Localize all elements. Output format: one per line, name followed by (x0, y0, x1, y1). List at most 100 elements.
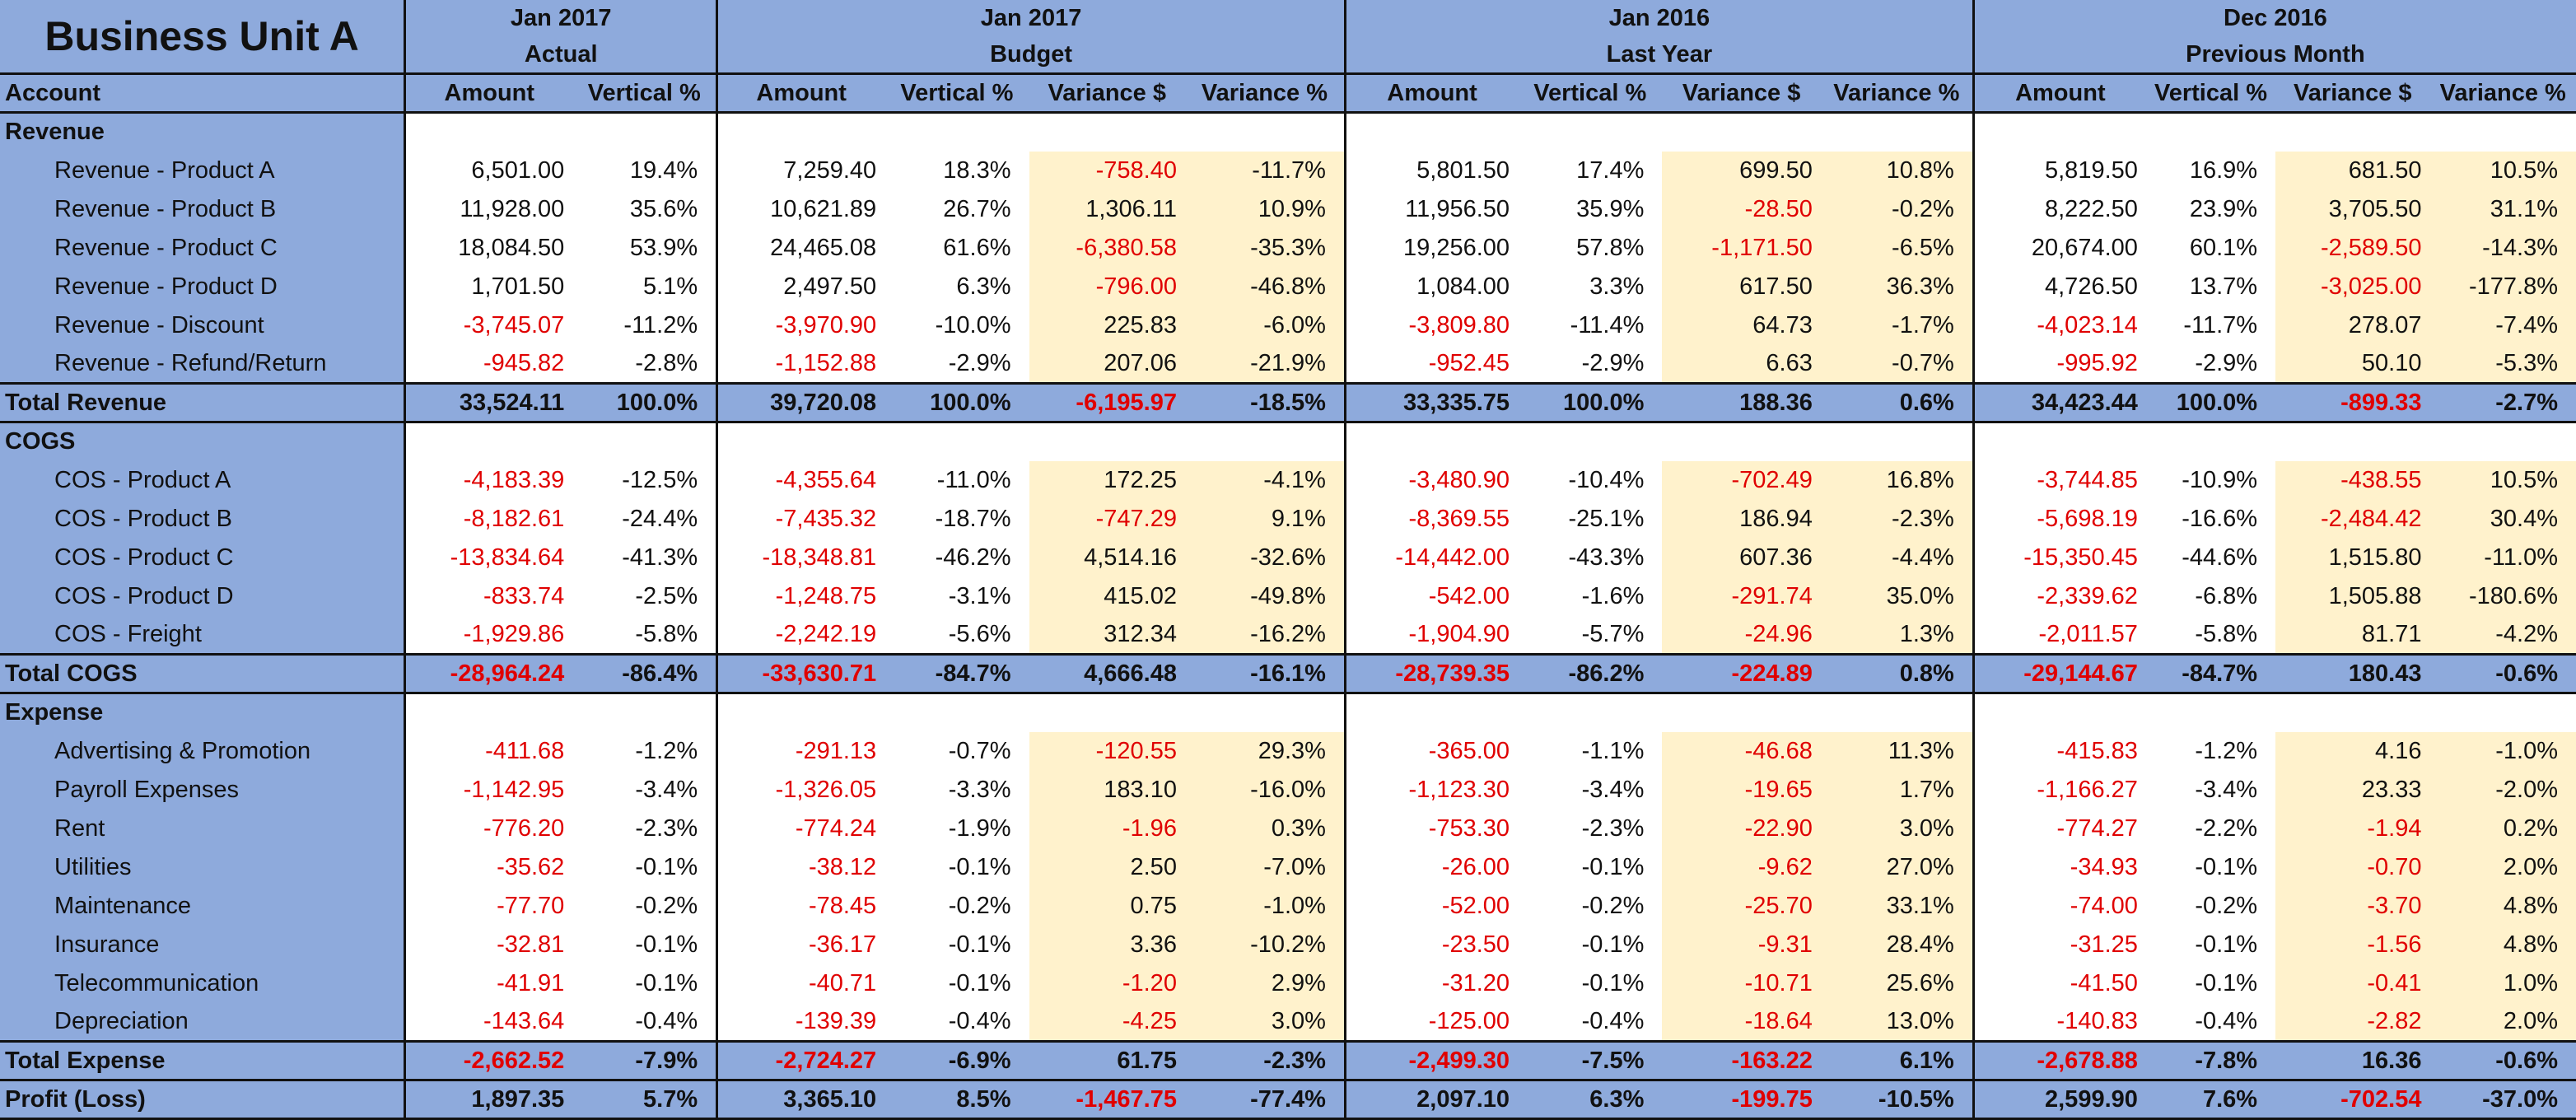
value-cell: -28.50 (1662, 190, 1820, 229)
value-cell: -1.20 (1029, 964, 1185, 1003)
value-cell: 8.5% (884, 1080, 1029, 1119)
account-label: Payroll Expenses (0, 771, 405, 810)
empty-cell (2146, 113, 2275, 152)
value-cell: -15,350.45 (1973, 539, 2146, 577)
value-cell: 100.0% (572, 384, 716, 422)
value-cell: 81.71 (2275, 616, 2429, 655)
account-label: Revenue - Discount (0, 306, 405, 345)
account-label: COS - Product D (0, 577, 405, 616)
value-cell: -758.40 (1029, 152, 1185, 190)
value-cell: 1,897.35 (405, 1080, 573, 1119)
value-cell: 6.3% (1518, 1080, 1662, 1119)
value-cell: 2,497.50 (717, 268, 885, 306)
value-cell: -46.8% (1185, 268, 1346, 306)
value-cell: -24.96 (1662, 616, 1820, 655)
value-cell: 100.0% (2146, 384, 2275, 422)
value-cell: -1,467.75 (1029, 1080, 1185, 1119)
value-cell: 36.3% (1821, 268, 1973, 306)
account-label: Revenue - Product A (0, 152, 405, 190)
empty-cell (1185, 113, 1346, 152)
value-cell: 4,726.50 (1973, 268, 2146, 306)
value-cell: -10.9% (2146, 461, 2275, 500)
empty-cell (1518, 693, 1662, 732)
table-row: Telecommunication-41.91-0.1%-40.71-0.1%-… (0, 964, 2576, 1003)
value-cell: -747.29 (1029, 500, 1185, 539)
empty-cell (1029, 693, 1185, 732)
value-cell: -0.7% (884, 732, 1029, 771)
value-cell: -4,023.14 (1973, 306, 2146, 345)
empty-cell (1662, 693, 1820, 732)
value-cell: -32.81 (405, 926, 573, 964)
value-cell: -19.65 (1662, 771, 1820, 810)
value-cell: -86.2% (1518, 655, 1662, 693)
empty-cell (1345, 113, 1518, 152)
value-cell: -4.2% (2430, 616, 2576, 655)
empty-cell (717, 113, 885, 152)
table-row: Insurance-32.81-0.1%-36.17-0.1%3.36-10.2… (0, 926, 2576, 964)
table-row: Maintenance-77.70-0.2%-78.45-0.2%0.75-1.… (0, 887, 2576, 926)
value-cell: -3,744.85 (1973, 461, 2146, 500)
value-cell: -2.2% (2146, 810, 2275, 848)
table-row: Revenue - Discount-3,745.07-11.2%-3,970.… (0, 306, 2576, 345)
period-previous-month-line2: Previous Month (1973, 36, 2576, 74)
value-cell: -1,929.86 (405, 616, 573, 655)
value-cell: -28,964.24 (405, 655, 573, 693)
value-cell: 7,259.40 (717, 152, 885, 190)
value-cell: -2.3% (1821, 500, 1973, 539)
value-cell: -6.5% (1821, 229, 1973, 268)
empty-cell (405, 422, 573, 461)
empty-cell (572, 422, 716, 461)
value-cell: -3.3% (884, 771, 1029, 810)
value-cell: -139.39 (717, 1003, 885, 1042)
value-cell: -180.6% (2430, 577, 2576, 616)
value-cell: -25.1% (1518, 500, 1662, 539)
value-cell: -9.62 (1662, 848, 1820, 887)
value-cell: -13,834.64 (405, 539, 573, 577)
variance-pct-column-header: Variance % (2430, 74, 2576, 113)
value-cell: 1.0% (2430, 964, 2576, 1003)
value-cell: 18,084.50 (405, 229, 573, 268)
value-cell: -3.4% (1518, 771, 1662, 810)
period-actual-line2: Actual (405, 36, 717, 74)
value-cell: -3,745.07 (405, 306, 573, 345)
value-cell: -1.2% (572, 732, 716, 771)
account-label: Revenue - Product B (0, 190, 405, 229)
value-cell: -3,480.90 (1345, 461, 1518, 500)
value-cell: -1.96 (1029, 810, 1185, 848)
value-cell: -6.9% (884, 1042, 1029, 1080)
value-cell: -22.90 (1662, 810, 1820, 848)
empty-cell (1662, 113, 1820, 152)
value-cell: 681.50 (2275, 152, 2429, 190)
value-cell: -2.3% (1518, 810, 1662, 848)
value-cell: -3.1% (884, 577, 1029, 616)
value-cell: 23.33 (2275, 771, 2429, 810)
value-cell: -41.50 (1973, 964, 2146, 1003)
amount-column-header: Amount (717, 74, 885, 113)
value-cell: -1.2% (2146, 732, 2275, 771)
value-cell: 617.50 (1662, 268, 1820, 306)
value-cell: 415.02 (1029, 577, 1185, 616)
value-cell: -0.2% (1518, 887, 1662, 926)
amount-column-header: Amount (405, 74, 573, 113)
value-cell: -49.8% (1185, 577, 1346, 616)
vertical-pct-column-header: Vertical % (2146, 74, 2275, 113)
value-cell: 33.1% (1821, 887, 1973, 926)
value-cell: -5.8% (572, 616, 716, 655)
value-cell: -18,348.81 (717, 539, 885, 577)
value-cell: 0.2% (2430, 810, 2576, 848)
value-cell: -40.71 (717, 964, 885, 1003)
value-cell: -177.8% (2430, 268, 2576, 306)
value-cell: -18.5% (1185, 384, 1346, 422)
value-cell: -10.0% (884, 306, 1029, 345)
total-label: Profit (Loss) (0, 1080, 405, 1119)
table-row: Utilities-35.62-0.1%-38.12-0.1%2.50-7.0%… (0, 848, 2576, 887)
value-cell: -0.7% (1821, 345, 1973, 384)
value-cell: 13.0% (1821, 1003, 1973, 1042)
value-cell: 27.0% (1821, 848, 1973, 887)
value-cell: -12.5% (572, 461, 716, 500)
value-cell: 31.1% (2430, 190, 2576, 229)
section-label: Expense (0, 693, 405, 732)
value-cell: 4.16 (2275, 732, 2429, 771)
